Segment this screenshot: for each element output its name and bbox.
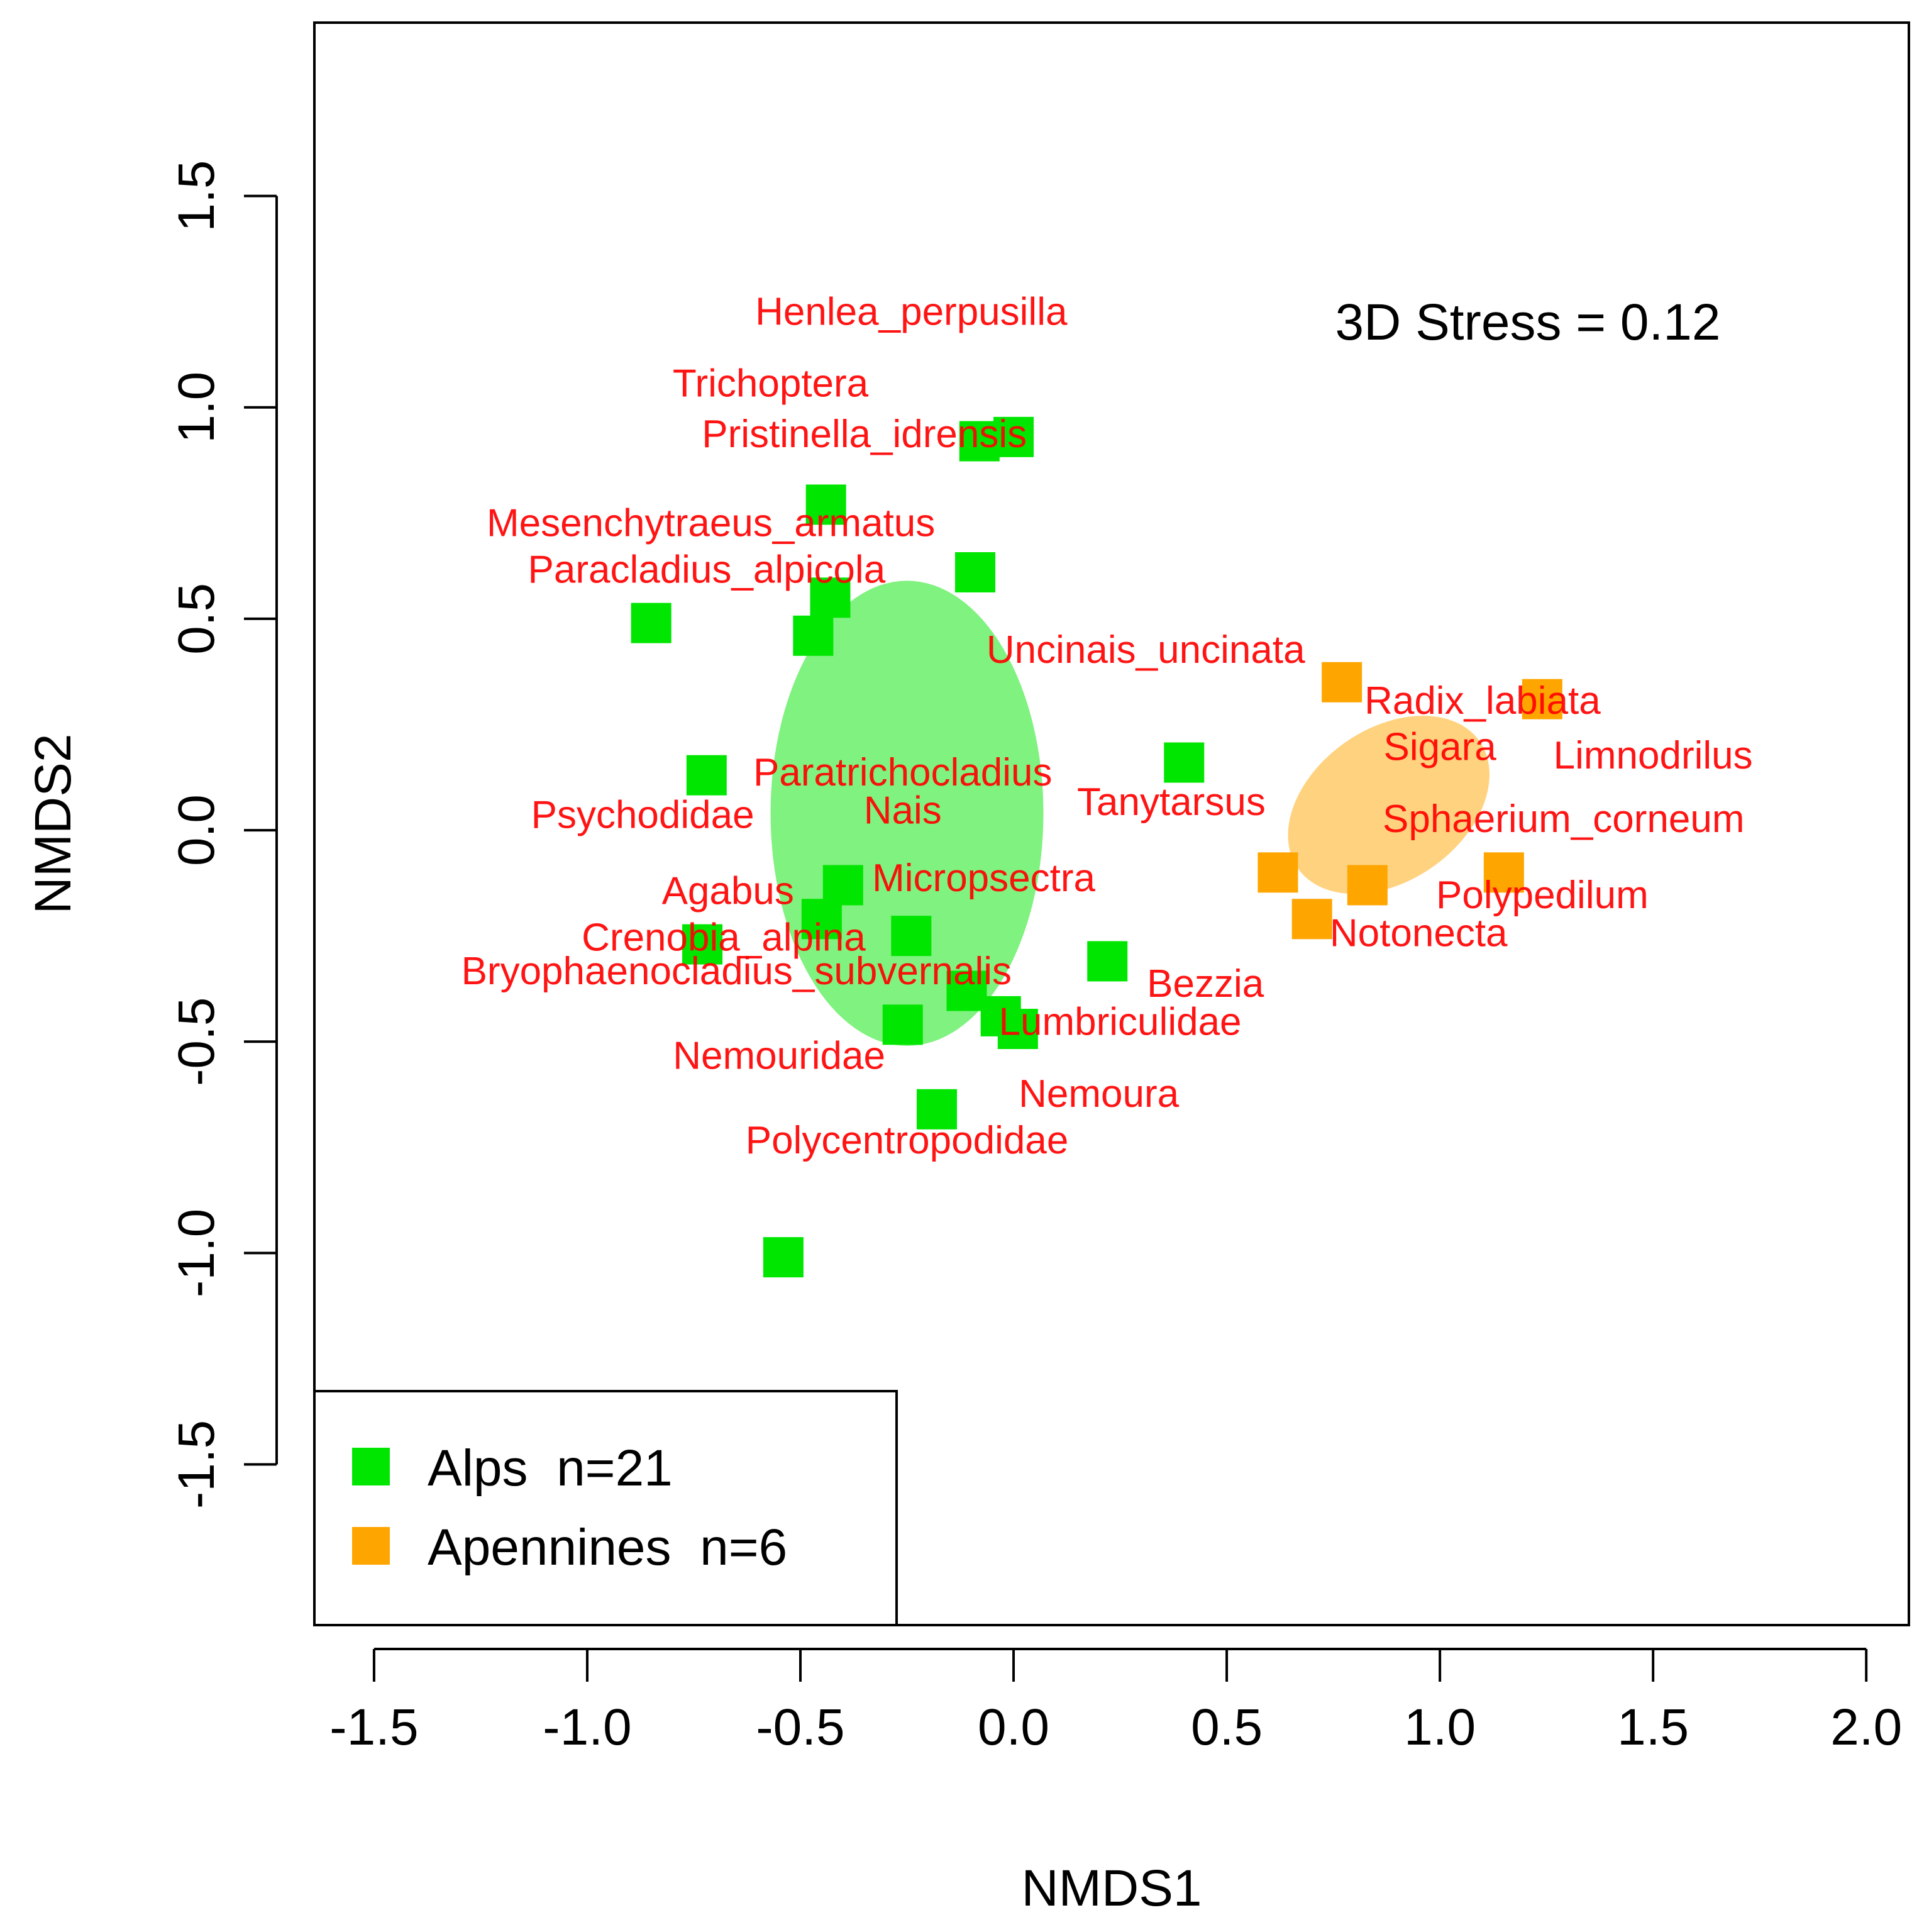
point-alps-1 <box>993 416 1034 457</box>
point-apennines-5 <box>1291 899 1332 940</box>
species-label: Paratrichocladius <box>753 751 1053 794</box>
point-apennines-2 <box>1257 852 1298 893</box>
species-label-layer: Henlea_perpusilla Trichoptera Pristinella_… <box>462 290 1753 1162</box>
point-alps-10 <box>801 899 842 940</box>
legend-swatch-apennines <box>352 1527 390 1565</box>
species-label: Henlea_perpusilla <box>755 290 1068 333</box>
y-tick-label: 0.5 <box>168 583 225 655</box>
point-alps-2 <box>805 484 846 525</box>
point-alps-18 <box>916 1089 957 1130</box>
species-label: Trichoptera <box>673 362 869 406</box>
point-alps-14 <box>946 970 987 1011</box>
species-label: Nemoura <box>1019 1072 1180 1116</box>
legend: Alps n=21 Apennines n=6 <box>313 1390 898 1626</box>
point-alps-9 <box>822 865 863 906</box>
point-alps-5 <box>793 615 834 656</box>
y-tick-label: 0.0 <box>168 794 225 866</box>
point-alps-17 <box>997 1009 1038 1050</box>
point-alps-19 <box>763 1237 804 1278</box>
x-tick-label: -1.5 <box>329 1699 418 1756</box>
x-tick-label: 1.0 <box>1404 1699 1476 1756</box>
x-tick-label: 2.0 <box>1830 1699 1902 1756</box>
x-tick-label: -1.0 <box>543 1699 631 1756</box>
species-label: Mesenchytraeus_armatus <box>487 501 935 545</box>
legend-label-alps: Alps n=21 <box>428 1440 673 1497</box>
species-label: Radix_labiata <box>1364 679 1601 723</box>
x-tick-label: 1.5 <box>1617 1699 1689 1756</box>
species-label: Crenobia_alpina <box>582 916 866 959</box>
y-axis: -1.5 -1.0 -0.5 0.0 0.5 1.0 1.5 <box>168 160 278 1509</box>
species-label: Nais <box>864 789 942 833</box>
y-tick-label: -1.5 <box>168 1420 225 1509</box>
point-alps-7 <box>686 755 727 796</box>
point-apennines-3 <box>1347 865 1388 906</box>
y-tick-label: -0.5 <box>168 997 225 1086</box>
species-label: Limnodrilus <box>1554 734 1753 777</box>
legend-swatch-alps <box>352 1448 390 1485</box>
point-alps-11 <box>891 916 932 957</box>
point-alps-8 <box>1164 742 1205 783</box>
ellipse-apennines <box>1288 716 1490 894</box>
species-label: Notonecta <box>1330 912 1508 955</box>
point-apennines-1 <box>1522 679 1562 719</box>
species-label: Paracladius_alpicola <box>528 548 885 591</box>
point-alps-12 <box>682 924 723 965</box>
species-label: Polycentropodidae <box>746 1119 1069 1162</box>
y-tick-label: 1.5 <box>168 160 225 232</box>
species-label: Uncinais_uncinata <box>987 628 1305 672</box>
species-label: Nemouridae <box>673 1034 885 1077</box>
species-label: Lumbriculidae <box>999 1001 1242 1044</box>
point-apennines-4 <box>1483 852 1524 893</box>
species-label: Bryophaenocladius_subvernalis <box>462 950 1012 993</box>
y-tick-label: -1.0 <box>168 1209 225 1297</box>
species-label: Tanytarsus <box>1077 780 1266 824</box>
species-label: Psychodidae <box>531 793 754 836</box>
plot-frame <box>313 21 1910 1626</box>
point-alps-3 <box>955 552 996 592</box>
species-label: Polypedilum <box>1436 874 1649 917</box>
points-layer <box>631 416 1562 1278</box>
species-label: Agabus <box>662 869 794 913</box>
species-label: Sigara <box>1384 726 1497 769</box>
legend-box <box>313 1390 898 1626</box>
x-axis-title: NMDS1 <box>1021 1860 1202 1917</box>
point-alps-0 <box>959 421 1000 462</box>
point-alps-13 <box>1087 941 1128 982</box>
point-alps-6 <box>631 602 672 643</box>
y-axis-title: NMDS2 <box>25 733 82 914</box>
x-tick-label: -0.5 <box>756 1699 844 1756</box>
species-label: Sphaerium_corneum <box>1383 797 1745 841</box>
stress-annotation: 3D Stress = 0.12 <box>1335 294 1720 351</box>
point-alps-15 <box>882 1004 923 1045</box>
point-apennines-0 <box>1322 662 1362 702</box>
point-alps-4 <box>810 577 851 618</box>
x-axis: -1.5 -1.0 -0.5 0.0 0.5 1.0 1.5 2.0 <box>329 1648 1902 1756</box>
x-tick-label: 0.0 <box>978 1699 1049 1756</box>
y-tick-label: 1.0 <box>168 372 225 443</box>
legend-label-apennines: Apennines n=6 <box>428 1519 787 1576</box>
species-label: Pristinella_idrensis <box>702 413 1027 456</box>
x-tick-label: 0.5 <box>1191 1699 1263 1756</box>
species-label: Bezzia <box>1147 962 1264 1006</box>
species-label: Micropsectra <box>872 857 1095 900</box>
